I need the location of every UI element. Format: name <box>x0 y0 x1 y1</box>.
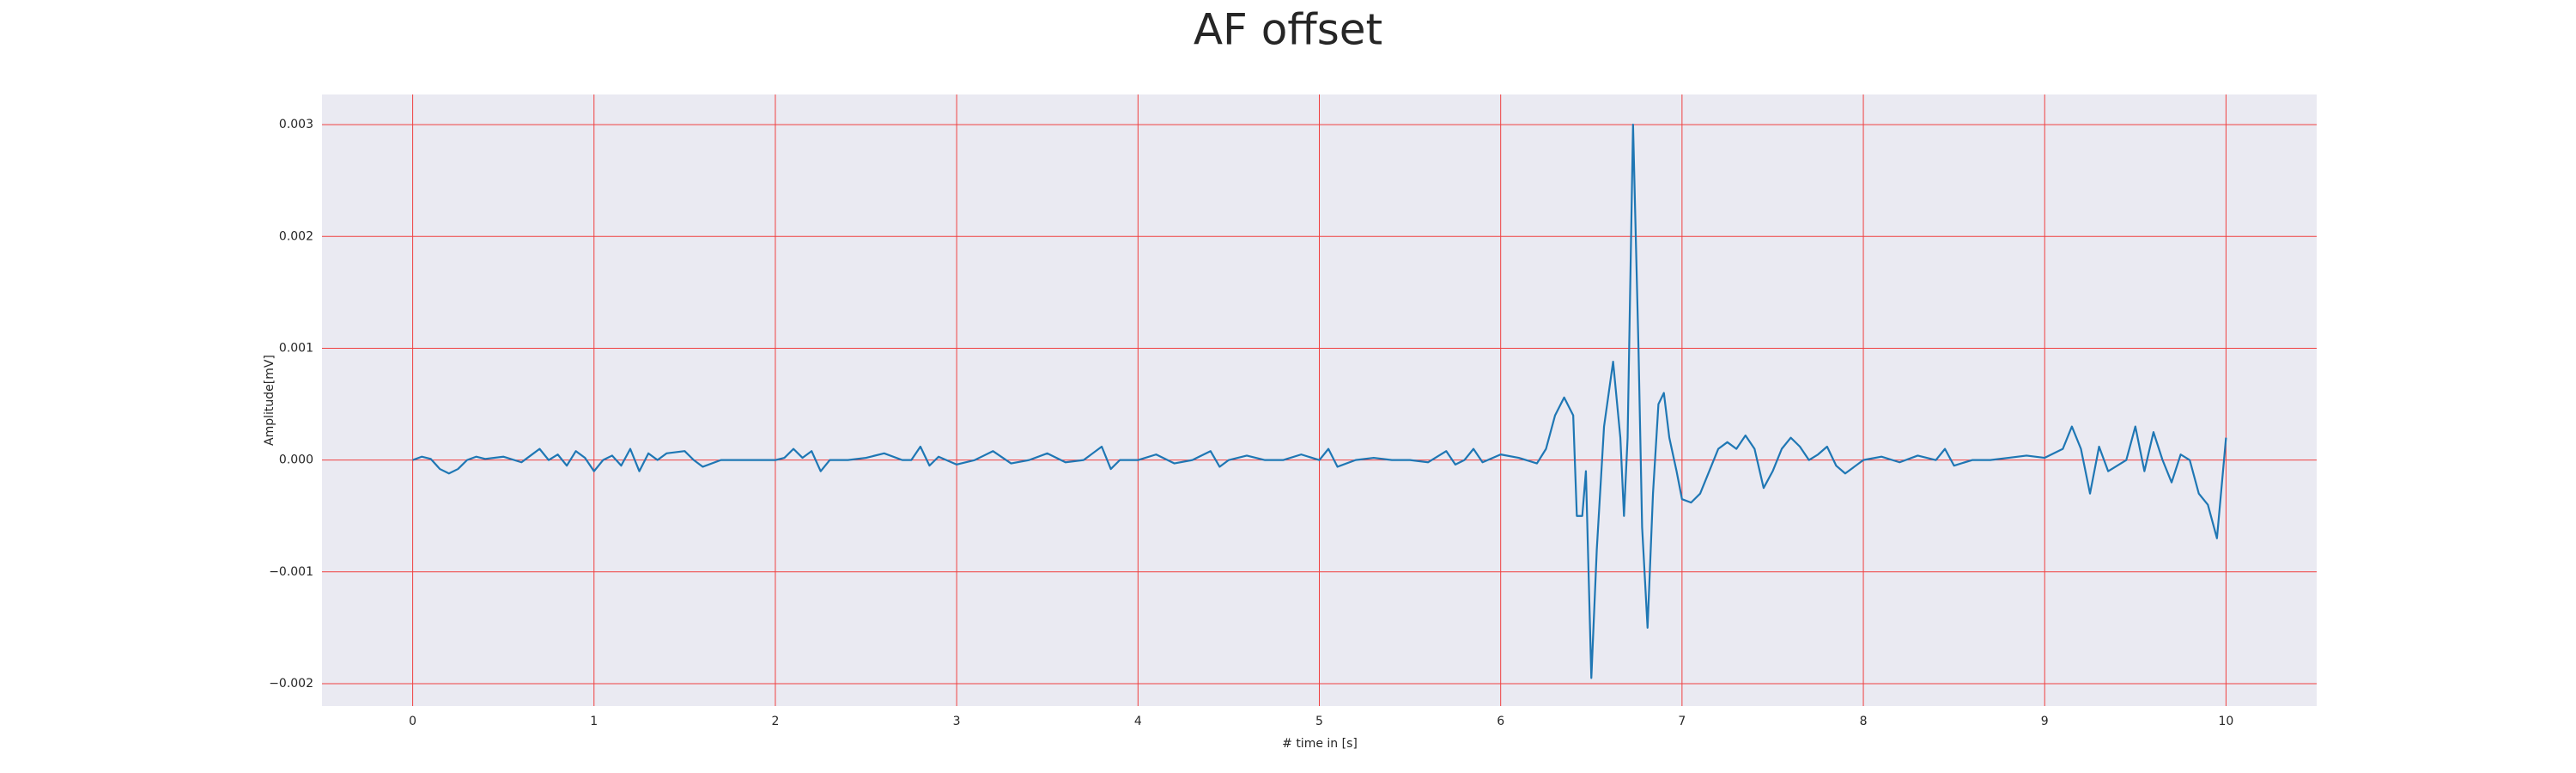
x-tick-label: 6 <box>1497 715 1504 728</box>
data-line <box>412 124 2227 679</box>
y-tick-label: 0.003 <box>279 118 313 131</box>
y-tick-label: −0.001 <box>269 565 313 579</box>
x-tick-label: 1 <box>590 715 598 728</box>
x-tick-label: 3 <box>953 715 961 728</box>
x-tick-label: 0 <box>409 715 416 728</box>
x-tick-label: 10 <box>2218 715 2233 728</box>
x-tick-label: 2 <box>771 715 779 728</box>
y-tick-label: 0.000 <box>279 453 313 467</box>
x-tick-label: 5 <box>1315 715 1323 728</box>
y-tick-label: 0.001 <box>279 341 313 355</box>
y-axis-label: Amplitude[mV] <box>263 355 276 446</box>
x-tick-label: 4 <box>1134 715 1142 728</box>
chart-title: AF offset <box>1194 5 1382 55</box>
x-axis-label: # time in [s] <box>1282 737 1358 751</box>
x-tick-label: 7 <box>1678 715 1686 728</box>
y-tick-label: −0.002 <box>269 677 313 691</box>
x-tick-label: 9 <box>2041 715 2049 728</box>
y-tick-label: 0.002 <box>279 229 313 243</box>
x-tick-label: 8 <box>1860 715 1868 728</box>
